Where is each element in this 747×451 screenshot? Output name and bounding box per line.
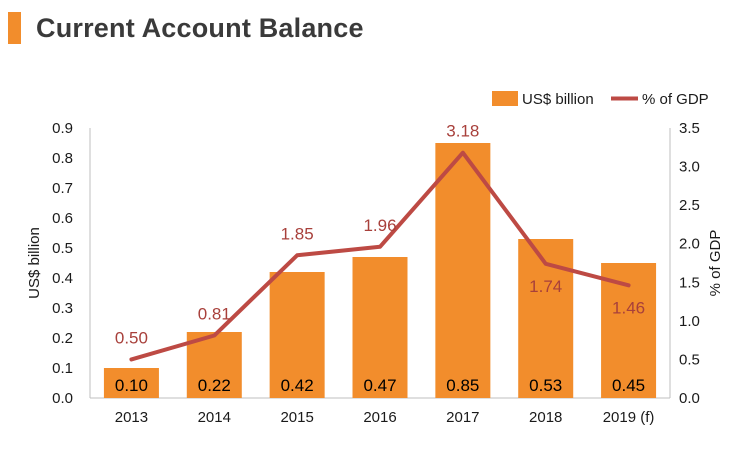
- bar-value-label: 0.85: [446, 376, 479, 395]
- bar: [103, 368, 159, 398]
- bar: [435, 143, 491, 398]
- bar-value-label: 0.47: [363, 376, 396, 395]
- y-left-tick-label: 0.5: [52, 240, 73, 257]
- bar-value-label: 0.22: [198, 376, 231, 395]
- y-left-tick-label: 0.8: [52, 150, 73, 167]
- x-tick-label: 2017: [446, 409, 479, 426]
- bar: [352, 257, 408, 398]
- y-right-tick-label: 0.5: [679, 351, 700, 368]
- y-left-tick-label: 0.3: [52, 300, 73, 317]
- y-right-tick-label: 0.0: [679, 390, 700, 407]
- legend-bar-swatch: [492, 91, 518, 106]
- y-left-tick-label: 0.0: [52, 390, 73, 407]
- page-title: Current Account Balance: [36, 13, 364, 43]
- y-left-tick-label: 0.6: [52, 210, 73, 227]
- y-right-tick-label: 2.0: [679, 236, 700, 253]
- bar-value-label: 0.53: [529, 376, 562, 395]
- bar: [186, 332, 242, 398]
- line-value-label: 1.74: [529, 277, 562, 296]
- x-tick-label: 2016: [363, 409, 396, 426]
- legend-bar-label: US$ billion: [522, 91, 594, 108]
- x-tick-label: 2013: [115, 409, 148, 426]
- x-tick-label: 2015: [280, 409, 313, 426]
- y-left-tick-label: 0.2: [52, 330, 73, 347]
- bar: [269, 272, 325, 398]
- x-tick-label: 2018: [529, 409, 562, 426]
- title-accent-bar: [8, 12, 21, 44]
- line-value-label: 0.50: [115, 328, 148, 347]
- bar-value-label: 0.42: [281, 376, 314, 395]
- y-left-tick-label: 0.1: [52, 360, 73, 377]
- y-right-tick-label: 1.5: [679, 274, 700, 291]
- y-left-tick-label: 0.7: [52, 180, 73, 197]
- y-right-tick-label: 2.5: [679, 197, 700, 214]
- y-right-tick-label: 3.0: [679, 159, 700, 176]
- y-right-tick-label: 3.5: [679, 120, 700, 137]
- x-tick-label: 2019 (f): [603, 409, 655, 426]
- y-left-tick-label: 0.9: [52, 120, 73, 137]
- gdp-series-line: [129, 150, 631, 362]
- y-left-axis-title: US$ billion: [26, 227, 43, 299]
- bar-value-label: 0.45: [612, 376, 645, 395]
- bar-value-label: 0.10: [115, 376, 148, 395]
- line-value-label: 1.46: [612, 298, 645, 317]
- line-value-label: 3.18: [446, 122, 479, 141]
- line-value-label: 0.81: [198, 305, 231, 324]
- y-right-axis-title: % of GDP: [707, 230, 724, 297]
- line-value-label: 1.96: [363, 216, 396, 235]
- y-right-tick-label: 1.0: [679, 313, 700, 330]
- legend-line-label: % of GDP: [642, 91, 709, 108]
- line-value-label: 1.85: [281, 224, 314, 243]
- x-tick-label: 2014: [198, 409, 231, 426]
- y-left-tick-label: 0.4: [52, 270, 73, 287]
